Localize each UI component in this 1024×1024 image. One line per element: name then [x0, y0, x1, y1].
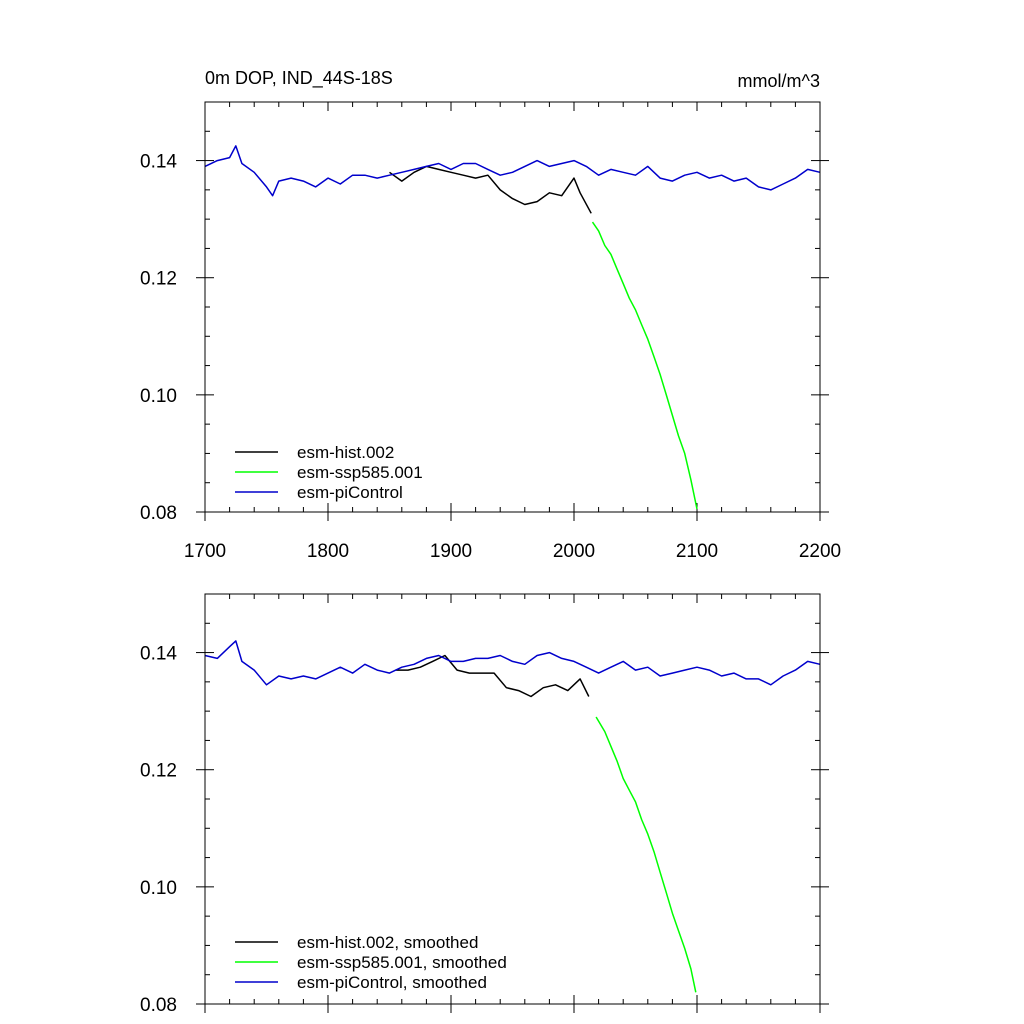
legend-label: esm-hist.002	[297, 443, 394, 462]
bottom-panel-y-tick-labels: 0.08 0.10 0.12 0.14	[140, 644, 177, 1016]
top-panel-x-tick-labels: 1700 1800 1900 2000 2100 2200	[184, 541, 841, 562]
y-tick-label: 0.10	[140, 386, 177, 407]
series-line	[395, 654, 590, 698]
x-tick-label: 1700	[184, 541, 226, 562]
y-tick-label: 0.12	[140, 761, 177, 782]
top-panel-series-lines	[204, 145, 821, 510]
series-line	[591, 221, 698, 510]
bottom-panel-plot-frame	[204, 593, 821, 1005]
legend-label: esm-piControl, smoothed	[297, 973, 487, 992]
legend-label: esm-hist.002, smoothed	[297, 933, 478, 952]
series-line	[595, 716, 697, 993]
y-tick-label: 0.14	[140, 644, 177, 665]
x-tick-label: 2100	[676, 541, 718, 562]
y-tick-label: 0.08	[140, 503, 177, 524]
legend-label: esm-piControl	[297, 483, 403, 502]
top-panel-y-tick-labels: 0.08 0.10 0.12 0.14	[140, 152, 177, 524]
bottom-panel-series-lines	[204, 640, 821, 993]
x-tick-label: 1800	[307, 541, 349, 562]
bottom-panel: 0.080.100.120.14 esm-hist.002, smoothede…	[140, 593, 829, 1016]
x-tick-label: 1900	[430, 541, 472, 562]
series-line	[204, 640, 821, 686]
legend-label: esm-ssp585.001, smoothed	[297, 953, 507, 972]
y-tick-label: 0.10	[140, 878, 177, 899]
series-line	[204, 145, 821, 197]
bottom-panel-ticks	[196, 593, 829, 1013]
top-panel: 0m DOP, IND_44S-18S mmol/m^3 0.08 0.10 0.1…	[140, 68, 841, 562]
x-tick-label: 2000	[553, 541, 595, 562]
x-tick-label: 2200	[799, 541, 841, 562]
top-panel-units: mmol/m^3	[738, 71, 820, 91]
y-tick-label: 0.12	[140, 269, 177, 290]
top-panel-ticks	[196, 101, 829, 521]
y-tick-label: 0.14	[140, 152, 177, 173]
top-panel-plot-frame	[204, 101, 821, 513]
legend-label: esm-ssp585.001	[297, 463, 423, 482]
series-line	[389, 165, 592, 214]
y-tick-label: 0.08	[140, 995, 177, 1016]
top-panel-title: 0m DOP, IND_44S-18S	[205, 68, 393, 89]
